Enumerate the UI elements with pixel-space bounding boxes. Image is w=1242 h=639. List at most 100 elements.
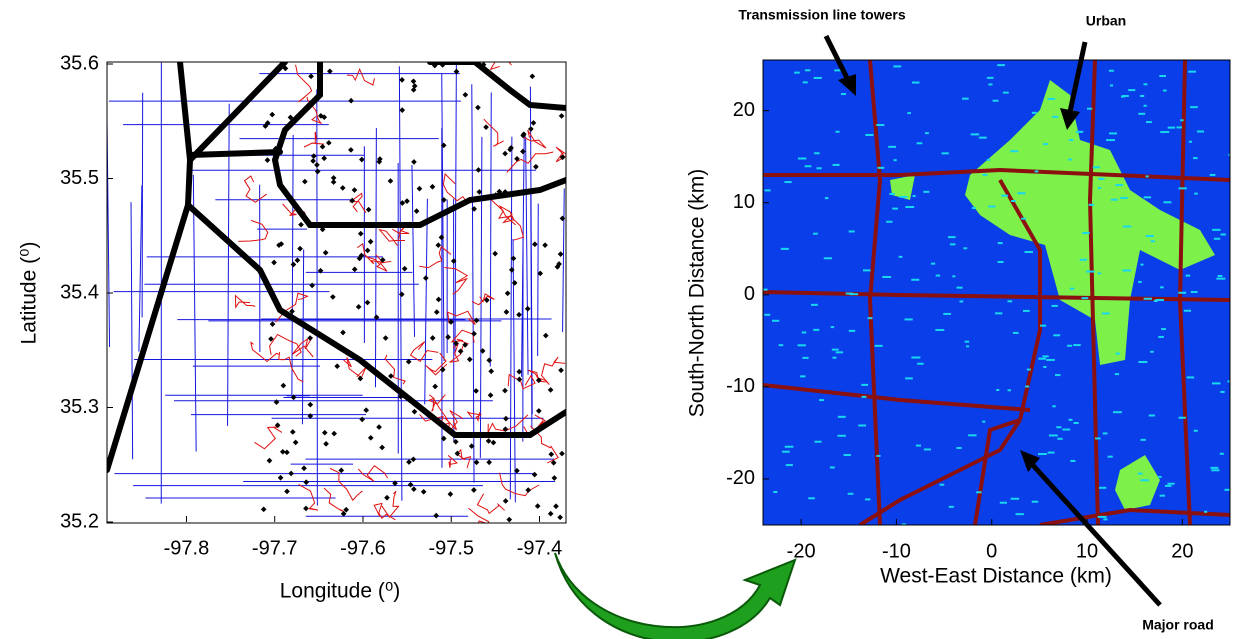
y-tick-label: 35.4 bbox=[60, 281, 99, 303]
tower-dot bbox=[349, 197, 356, 204]
street bbox=[530, 190, 533, 429]
street bbox=[374, 128, 377, 388]
water-pixel bbox=[1160, 131, 1170, 134]
water-pixel bbox=[1026, 368, 1031, 371]
water-pixel bbox=[802, 81, 808, 84]
water-pixel bbox=[968, 434, 977, 437]
water-pixel bbox=[1097, 187, 1102, 190]
water-pixel bbox=[785, 464, 793, 467]
contour bbox=[442, 410, 464, 434]
tower-dot bbox=[487, 392, 494, 399]
water-pixel bbox=[1217, 275, 1223, 278]
water-pixel bbox=[813, 232, 818, 235]
tower-dot bbox=[264, 157, 271, 163]
water-pixel bbox=[912, 195, 916, 198]
water-pixel bbox=[997, 260, 1004, 263]
water-pixel bbox=[1146, 121, 1152, 124]
water-pixel bbox=[1040, 324, 1047, 327]
water-pixel bbox=[1122, 269, 1131, 272]
tower-dot bbox=[429, 183, 436, 190]
water-pixel bbox=[1010, 497, 1020, 500]
tower-line bbox=[187, 149, 283, 158]
tower-dot bbox=[367, 434, 374, 441]
tower-dot bbox=[462, 342, 468, 348]
water-pixel bbox=[865, 498, 871, 501]
contour bbox=[483, 118, 504, 147]
tower-dot bbox=[307, 401, 314, 408]
tower-dot bbox=[268, 336, 274, 342]
water-pixel bbox=[1025, 385, 1030, 388]
water-pixel bbox=[907, 112, 911, 115]
water-pixel bbox=[1164, 484, 1172, 487]
water-pixel bbox=[1192, 157, 1198, 160]
water-pixel bbox=[935, 328, 945, 331]
tower-dot bbox=[280, 382, 287, 389]
water-pixel bbox=[948, 505, 954, 508]
water-pixel bbox=[841, 93, 846, 96]
contour bbox=[243, 175, 267, 203]
street bbox=[411, 164, 416, 337]
tower-dot bbox=[307, 413, 314, 419]
water-pixel bbox=[1193, 429, 1198, 432]
contour bbox=[425, 352, 448, 376]
tower-dot bbox=[471, 330, 477, 337]
water-pixel bbox=[1138, 112, 1146, 115]
tower-dot bbox=[297, 245, 303, 252]
arrowhead bbox=[838, 74, 856, 96]
water-pixel bbox=[1102, 432, 1108, 435]
water-pixel bbox=[784, 445, 794, 448]
water-pixel bbox=[882, 275, 892, 278]
water-pixel bbox=[1073, 344, 1081, 347]
water-pixel bbox=[797, 344, 806, 347]
water-pixel bbox=[1186, 376, 1195, 379]
tower-dot bbox=[273, 399, 280, 405]
x-tick-label: -10 bbox=[882, 540, 911, 562]
tower-dot bbox=[502, 498, 509, 504]
water-pixel bbox=[845, 292, 854, 295]
water-pixel bbox=[772, 319, 780, 322]
tower-dot bbox=[536, 408, 542, 414]
tower-dot bbox=[557, 514, 563, 521]
transform-arrow bbox=[554, 552, 797, 639]
road bbox=[858, 418, 1022, 525]
contour bbox=[278, 352, 304, 383]
water-pixel bbox=[764, 313, 771, 316]
water-pixel bbox=[982, 173, 988, 176]
water-pixel bbox=[814, 152, 820, 155]
tower-dot bbox=[557, 251, 564, 257]
y-tick-label: -20 bbox=[726, 467, 755, 489]
tower-dot bbox=[288, 470, 294, 477]
water-pixel bbox=[1046, 358, 1055, 361]
tower-dot bbox=[310, 153, 317, 159]
tower-dot bbox=[327, 68, 333, 75]
water-pixel bbox=[1183, 309, 1192, 312]
annotation: Urban bbox=[1086, 13, 1126, 29]
water-pixel bbox=[1213, 237, 1221, 240]
contour bbox=[467, 411, 483, 422]
water-pixel bbox=[835, 351, 844, 354]
x-tick-label: -97.8 bbox=[164, 537, 210, 559]
water-pixel bbox=[911, 356, 921, 359]
water-pixel bbox=[911, 278, 920, 281]
tower-dot bbox=[514, 467, 520, 474]
tower-dot bbox=[530, 120, 537, 126]
water-pixel bbox=[763, 288, 768, 291]
water-pixel bbox=[988, 83, 993, 86]
water-pixel bbox=[966, 345, 970, 348]
water-pixel bbox=[1185, 274, 1191, 277]
water-pixel bbox=[1128, 89, 1136, 92]
tower-dot bbox=[450, 258, 457, 264]
water-pixel bbox=[1098, 486, 1107, 489]
tower-dot bbox=[535, 377, 542, 384]
tower-dot bbox=[432, 383, 438, 390]
tower-dot bbox=[373, 314, 380, 321]
tower-dot bbox=[473, 388, 479, 394]
water-pixel bbox=[1087, 107, 1093, 110]
tower-dot bbox=[435, 242, 442, 249]
water-pixel bbox=[1066, 344, 1073, 347]
contour bbox=[530, 425, 559, 464]
water-pixel bbox=[1037, 453, 1047, 456]
water-pixel bbox=[1073, 422, 1079, 425]
tower-dot bbox=[447, 491, 454, 497]
water-pixel bbox=[1114, 373, 1120, 376]
